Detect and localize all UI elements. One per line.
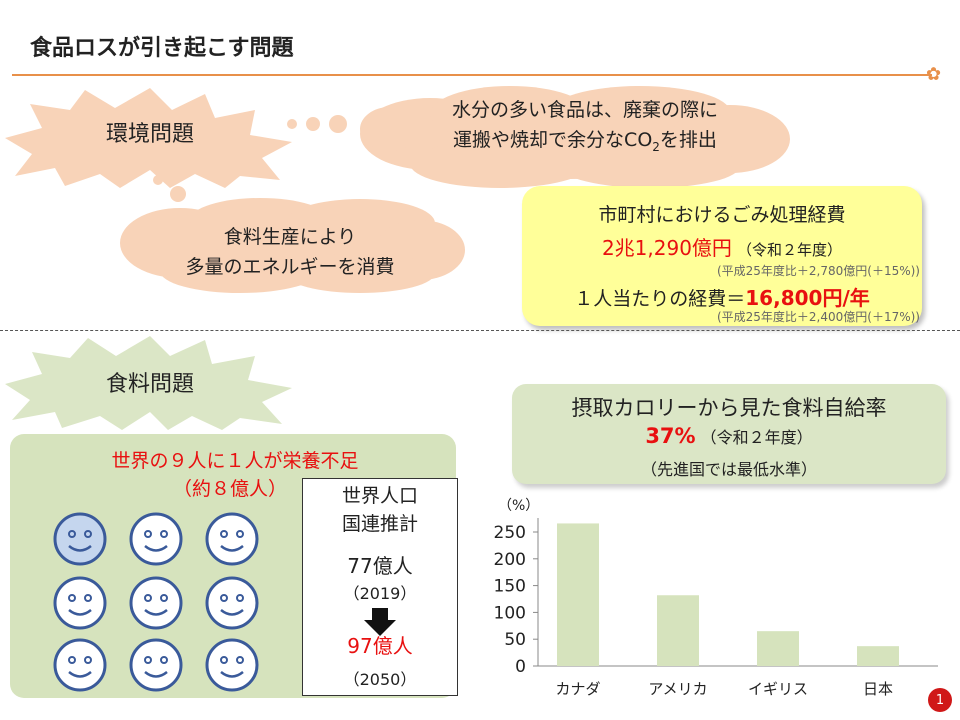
population-2050-year: （2050） — [343, 670, 417, 689]
calorie-value-row: 37% （令和２年度） — [512, 424, 946, 448]
env-cloud-text: 水分の多い食品は、廃棄の際に 運搬や焼却で余分なCO2を排出 — [420, 95, 750, 162]
x-tick-label: アメリカ — [648, 680, 707, 698]
cost-note-2: (平成25年度比＋2,400億円(＋17%)) — [716, 310, 920, 324]
hunger-line2: （約８億人） — [172, 478, 287, 500]
energy-cloud-line1: 食料生産により — [223, 226, 357, 248]
population-2019-year: （2019） — [343, 584, 417, 603]
hunger-line1: 世界の９人に１人が栄養不足 — [111, 450, 359, 472]
smiley-icon — [205, 576, 259, 630]
cost-note-1: (平成25年度比＋2,780億円(＋15%)) — [716, 264, 920, 278]
calorie-box — [512, 384, 946, 484]
section-divider — [0, 330, 960, 331]
food-burst-shape — [5, 336, 292, 430]
env-badge: 環境問題 — [105, 122, 194, 147]
population-2050: 97億人 — [347, 634, 413, 658]
y-tick-label: 100 — [494, 603, 526, 623]
bar-3 — [857, 646, 899, 666]
population-title-2: 国連推計 — [341, 513, 418, 535]
energy-cloud-shape — [120, 198, 465, 293]
smiley-icon — [129, 512, 183, 566]
y-tick-label: 0 — [515, 657, 526, 677]
thought-dots-2 — [153, 175, 186, 202]
x-tick-label: イギリス — [748, 680, 808, 698]
env-cloud-shape — [360, 86, 790, 188]
smiley-icon — [53, 576, 107, 630]
env-cloud-line1: 水分の多い食品は、廃棄の際に — [451, 99, 718, 121]
y-tick-label: 250 — [494, 523, 526, 543]
page-number-badge: 1 — [928, 688, 952, 712]
calorie-year: （令和２年度） — [700, 428, 813, 447]
food-badge: 食料問題 — [105, 372, 194, 397]
smiley-icon — [205, 638, 259, 692]
smiley-icon — [129, 638, 183, 692]
cost-title: 市町村におけるごみ処理経費 — [598, 204, 846, 226]
bar-0 — [557, 523, 599, 666]
y-tick-label: 50 — [504, 630, 526, 650]
population-box — [302, 478, 458, 696]
calorie-value: 37% — [645, 424, 696, 448]
cost-amount-row: 2兆1,290億円 （令和２年度） — [522, 232, 922, 261]
smiley-icon — [53, 638, 107, 692]
y-axis-unit: （%） — [498, 498, 539, 514]
cost-per-label: １人当たりの経費＝ — [574, 288, 746, 310]
energy-cloud-text: 食料生産により 多量のエネルギーを消費 — [150, 222, 430, 282]
x-tick-label: カナダ — [555, 680, 600, 698]
page-title: 食品ロスが引き起こす問題 — [30, 36, 294, 61]
env-cloud-line2: 運搬や焼却で余分なCO2を排出 — [453, 129, 717, 154]
cost-per-row: １人当たりの経費＝16,800円/年 — [522, 282, 922, 311]
smiley-icon — [129, 576, 183, 630]
y-tick-label: 200 — [494, 550, 526, 570]
bar-1 — [657, 595, 699, 666]
cost-amount: 2兆1,290億円 — [601, 236, 732, 260]
y-tick-label: 150 — [494, 577, 526, 597]
down-arrow-icon — [364, 608, 396, 636]
cost-per-value: 16,800円/年 — [745, 286, 870, 310]
energy-cloud-line2: 多量のエネルギーを消費 — [185, 256, 395, 278]
cost-box — [522, 186, 922, 326]
x-tick-label: 日本 — [863, 680, 893, 698]
title-underline — [12, 74, 932, 76]
smiley-grid — [53, 512, 259, 692]
flower-icon: ✿ — [926, 64, 942, 85]
smiley-icon-undernourished — [53, 512, 107, 566]
population-title: 世界人口 国連推計 — [302, 482, 458, 538]
smiley-icon — [205, 512, 259, 566]
cost-year: （令和２年度） — [737, 241, 843, 259]
thought-dots — [287, 115, 347, 133]
calorie-note: （先進国では最低水準） — [640, 460, 817, 479]
population-2019: 77億人 — [347, 554, 413, 578]
population-title-1: 世界人口 — [341, 485, 418, 507]
bar-2 — [757, 631, 799, 666]
env-burst-shape — [5, 88, 292, 188]
calorie-title: 摂取カロリーから見た食料自給率 — [571, 396, 887, 420]
self-sufficiency-chart: （%） 250 200 150 100 50 0 カナダ アメリカ イギリス 日本 — [494, 498, 938, 698]
